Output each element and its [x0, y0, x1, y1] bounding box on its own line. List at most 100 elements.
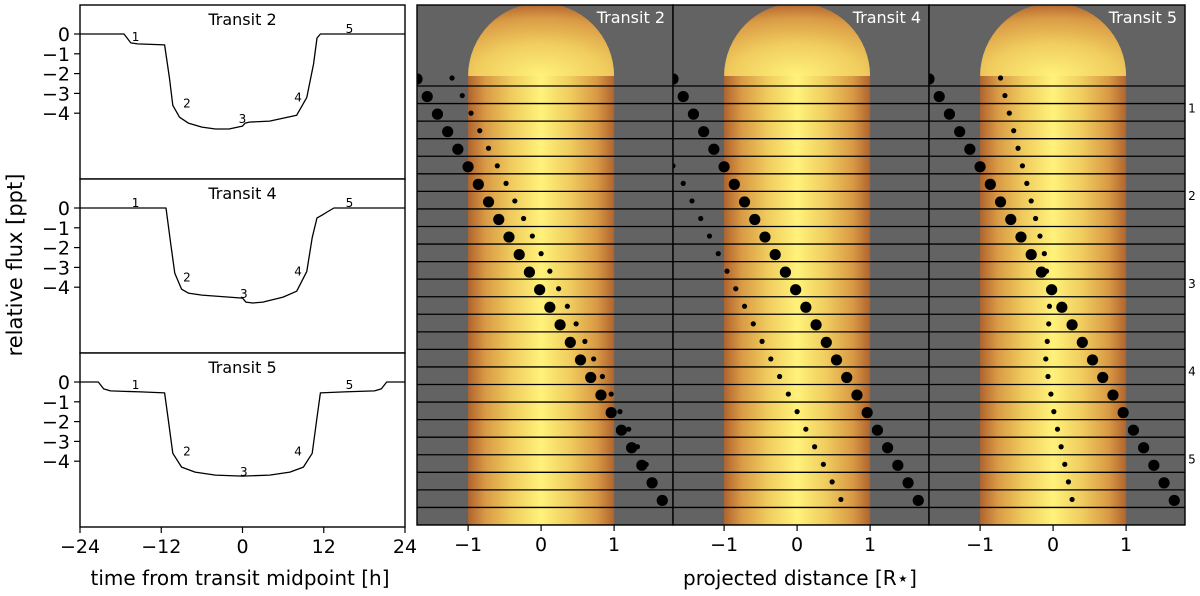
large-planet-marker [800, 301, 812, 313]
small-planet-marker [838, 496, 844, 503]
large-planet-marker [544, 301, 556, 313]
large-planet-marker [749, 213, 761, 226]
small-planet-marker [477, 128, 483, 134]
x-tick-label: −1 [454, 534, 482, 556]
small-planet-marker [1043, 356, 1049, 362]
x-tick-label: 24 [393, 536, 417, 558]
large-planet-marker [871, 424, 884, 436]
large-planet-marker [974, 161, 986, 173]
small-planet-marker [485, 145, 492, 151]
small-planet-marker [820, 461, 826, 467]
large-planet-marker [472, 178, 484, 190]
small-planet-marker [1041, 251, 1047, 257]
small-planet-marker [591, 356, 597, 362]
contact-point-label: 3 [240, 287, 248, 301]
small-planet-marker [573, 321, 579, 327]
small-planet-marker [582, 338, 588, 344]
contact-point-label: 1 [132, 30, 140, 44]
large-planet-marker [943, 108, 956, 120]
small-planet-marker [1054, 426, 1061, 432]
small-planet-marker [520, 215, 527, 222]
large-planet-marker [1066, 319, 1078, 331]
large-planet-marker [820, 336, 832, 348]
light-curve-line [80, 381, 405, 477]
x-tick-label: 12 [312, 536, 336, 558]
geometry-panel-1: Transit 2 −1 0 1 [416, 4, 674, 556]
y-tick-label: −3 [42, 83, 70, 105]
large-planet-marker [1168, 494, 1180, 507]
large-planet-marker [790, 284, 802, 296]
small-planet-marker [1058, 444, 1064, 450]
large-planet-marker [964, 143, 976, 155]
contact-point-label: 4 [294, 90, 302, 104]
panel-frame [79, 352, 406, 528]
panel-frame [79, 178, 406, 354]
small-planet-marker [512, 198, 518, 204]
star-disk-cap [468, 5, 615, 76]
small-planet-marker [1002, 92, 1008, 99]
large-planet-marker [585, 371, 597, 384]
large-planet-marker [759, 231, 771, 243]
large-planet-marker [421, 90, 433, 103]
small-planet-marker [812, 444, 818, 450]
large-planet-marker [892, 459, 904, 471]
large-planet-marker [902, 477, 914, 489]
small-planet-marker [997, 75, 1004, 81]
large-planet-marker [1127, 424, 1139, 436]
large-planet-marker [912, 494, 924, 507]
small-planet-marker [547, 268, 553, 274]
small-planet-marker [459, 92, 465, 99]
y-tick-label: −4 [42, 451, 70, 473]
small-planet-marker [503, 180, 509, 186]
panel-title: Transit 4 [852, 8, 921, 27]
transit-row-label: 1 [1188, 101, 1196, 115]
panel-frame [79, 4, 406, 180]
large-planet-marker [810, 319, 822, 331]
small-planet-marker [689, 198, 695, 204]
light-curve-line [80, 207, 405, 304]
x-axis-label-time: time from transit midpoint [h] [91, 566, 390, 590]
contact-point-label: 5 [346, 22, 354, 36]
small-planet-marker [1045, 373, 1051, 380]
x-tick-label: −24 [60, 536, 100, 558]
small-planet-marker [608, 391, 614, 397]
star-disk-cap [980, 5, 1127, 76]
large-planet-marker [677, 90, 689, 103]
y-tick-label: −2 [42, 238, 70, 260]
small-planet-marker [652, 479, 658, 485]
small-planet-marker [661, 496, 667, 503]
small-planet-marker [449, 75, 455, 81]
small-planet-marker [468, 110, 474, 116]
y-tick-label: −4 [42, 277, 70, 299]
small-planet-marker [1006, 110, 1012, 116]
small-planet-marker [750, 321, 756, 327]
small-planet-marker [803, 426, 809, 432]
panel-title: Transit 5 [1108, 8, 1177, 27]
large-planet-marker [1076, 336, 1088, 348]
large-planet-marker [554, 319, 566, 331]
small-planet-marker [794, 409, 800, 415]
panel-title: Transit 2 [207, 10, 276, 29]
contact-point-label: 5 [346, 378, 354, 392]
small-planet-marker [1019, 163, 1026, 169]
large-planet-marker [673, 73, 679, 85]
large-planet-marker [933, 90, 945, 103]
large-planet-marker [1005, 213, 1017, 226]
transit-row-label: 5 [1188, 453, 1196, 467]
small-planet-marker [556, 286, 562, 292]
small-planet-marker [724, 268, 730, 274]
transit-row-label: 3 [1188, 277, 1196, 291]
star-disk-cap [724, 5, 871, 76]
large-planet-marker [605, 407, 617, 419]
small-planet-marker [626, 426, 632, 432]
panel-title: Transit 5 [207, 358, 276, 377]
panel-title: Transit 4 [207, 184, 276, 203]
large-planet-marker [738, 196, 751, 208]
large-planet-marker [503, 231, 515, 243]
large-planet-marker [564, 336, 576, 348]
small-planet-marker [1062, 461, 1068, 467]
small-planet-marker [1046, 321, 1052, 327]
y-tick-label: −4 [42, 103, 70, 125]
